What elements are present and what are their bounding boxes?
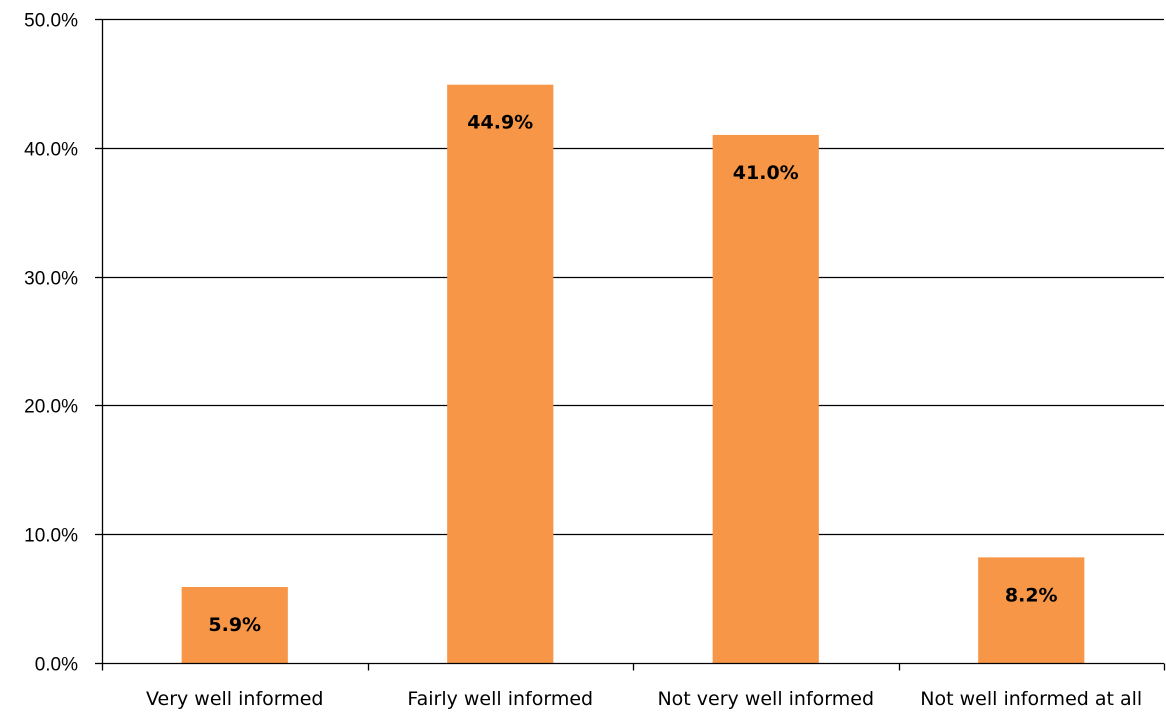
x-category-label: Very well informed xyxy=(146,688,324,710)
bar xyxy=(181,587,288,663)
y-tick-label: 0.0% xyxy=(35,655,78,676)
y-tick-label: 20.0% xyxy=(24,397,78,418)
bar xyxy=(447,84,554,664)
bar xyxy=(978,557,1085,663)
labels: 0.0% 10.0% 20.0% 30.0% 40.0% 50.0% 5.9% Very we… xyxy=(24,11,1142,711)
axes xyxy=(95,18,1166,671)
data-label: 41.0% xyxy=(733,162,799,184)
data-label: 44.9% xyxy=(467,112,533,134)
y-tick-label: 50.0% xyxy=(24,11,78,32)
x-category-label: Fairly well informed xyxy=(407,688,593,710)
y-tick-label: 40.0% xyxy=(24,140,78,161)
y-tick-label: 10.0% xyxy=(24,526,78,547)
data-label: 5.9% xyxy=(208,614,261,636)
bar xyxy=(712,134,819,664)
gridlines xyxy=(102,18,1164,536)
y-tick-label: 30.0% xyxy=(24,269,78,290)
data-label: 8.2% xyxy=(1005,584,1058,606)
bars xyxy=(181,84,1085,664)
x-category-label: Not very well informed xyxy=(657,688,874,710)
x-category-label: Not well informed at all xyxy=(920,688,1142,710)
